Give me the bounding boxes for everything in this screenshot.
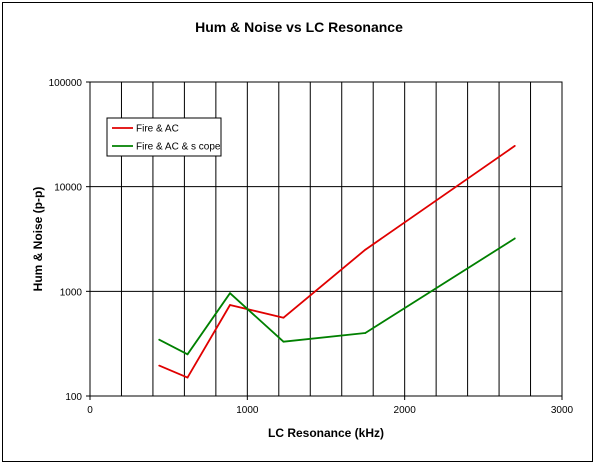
x-tick-label: 3000: [551, 405, 574, 416]
series-0-point: [186, 376, 189, 379]
x-axis-label: LC Resonance (kHz): [268, 426, 384, 440]
legend: Fire & AC Fire & AC & s cope: [106, 117, 222, 157]
series-1-point: [282, 340, 285, 343]
x-tick-label: 2000: [394, 405, 417, 416]
series-1-point: [513, 237, 516, 240]
chart-title: Hum & Noise vs LC Resonance: [195, 19, 403, 35]
y-tick-label: 1000: [60, 287, 83, 298]
series-0-point: [364, 248, 367, 251]
legend-box: [106, 117, 222, 157]
series-1-point: [229, 292, 231, 295]
series-1-point: [364, 332, 367, 334]
series-0-point: [513, 145, 516, 147]
x-tick-label: 1000: [236, 405, 259, 416]
series-0-point: [229, 304, 231, 306]
grid-lines: [90, 82, 562, 396]
y-axis-label: Hum & Noise (p-p): [31, 187, 45, 292]
legend-label-1: Fire & AC & s cope: [136, 142, 221, 153]
series-lines: [158, 145, 516, 379]
series-1-point: [186, 353, 189, 356]
axis-ticks: 0 1000 2000 3000 100 1000 10000 100000: [49, 78, 574, 416]
legend-label-0: Fire & AC: [136, 124, 179, 135]
y-tick-label: 100: [65, 392, 82, 403]
series-1-point: [158, 338, 161, 341]
series-0-point: [158, 364, 161, 367]
y-tick-label: 10000: [54, 183, 82, 194]
series-0-point: [282, 316, 285, 319]
series-line-0: [158, 145, 516, 379]
series-line-1: [158, 237, 516, 356]
y-tick-label: 100000: [49, 78, 83, 89]
x-tick-label: 0: [87, 405, 93, 416]
